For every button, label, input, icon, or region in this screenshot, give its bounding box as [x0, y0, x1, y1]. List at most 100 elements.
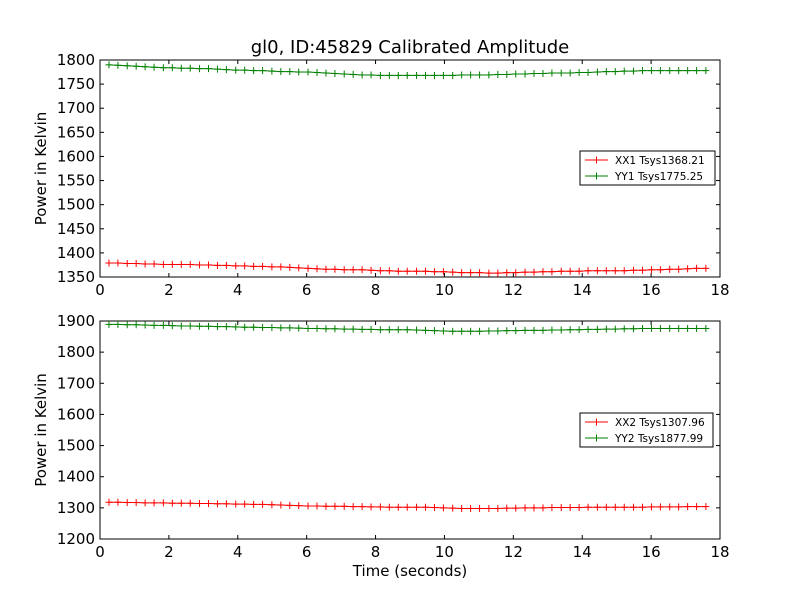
bottom-plot: 0 2 4 6 8 10 12 14 16 18 1200 1300 1400 1500 1600 1700 1…	[32, 312, 730, 580]
data-point	[268, 324, 276, 332]
data-point	[693, 503, 701, 511]
data-point	[467, 269, 475, 277]
x-tick-label: 18	[710, 543, 729, 561]
data-point	[132, 321, 140, 329]
data-point	[132, 62, 140, 70]
legend-item: XX1 Tsys1368.21	[585, 155, 705, 167]
data-point	[205, 65, 212, 73]
data-point	[647, 503, 655, 511]
y-tick-label: 1750	[57, 75, 95, 93]
data-point	[313, 502, 321, 510]
chart-title: gl0, ID:45829 Calibrated Amplitude	[251, 37, 570, 58]
data-point	[666, 265, 674, 273]
y-tick-label: 1400	[57, 468, 95, 486]
x-tick-label: 8	[371, 281, 381, 299]
data-point	[340, 502, 348, 510]
data-point	[611, 267, 619, 275]
data-point	[232, 500, 240, 508]
data-point	[105, 320, 113, 328]
data-point	[666, 67, 674, 75]
data-point	[521, 70, 529, 78]
data-point	[358, 325, 366, 333]
y-tick-label: 1800	[57, 51, 95, 69]
data-point	[168, 322, 176, 330]
data-point	[322, 502, 330, 510]
data-point	[385, 326, 393, 334]
data-point	[213, 65, 221, 73]
data-point	[159, 260, 167, 268]
data-point	[394, 503, 402, 511]
data-point	[349, 70, 357, 78]
data-point	[259, 67, 267, 75]
data-point	[168, 64, 176, 72]
data-point	[639, 503, 646, 511]
data-point	[485, 269, 493, 277]
data-point	[268, 501, 276, 509]
data-point	[105, 498, 113, 506]
x-tick-label: 10	[435, 543, 454, 561]
data-point	[367, 71, 375, 79]
data-point	[295, 324, 303, 332]
data-point	[349, 266, 357, 274]
data-point	[539, 70, 547, 78]
data-point	[575, 504, 583, 512]
data-point	[684, 67, 692, 75]
x-tick-label: 18	[710, 281, 729, 299]
data-point	[385, 71, 393, 79]
data-point	[620, 503, 628, 511]
data-point	[584, 503, 592, 511]
y-tick-label: 1550	[57, 172, 95, 190]
data-point	[557, 504, 565, 512]
data-point	[394, 267, 402, 275]
data-point	[430, 71, 438, 79]
data-point	[132, 259, 140, 267]
data-point	[449, 268, 457, 276]
data-point	[123, 321, 131, 329]
x-tick-label: 8	[371, 543, 381, 561]
legend-label: XX1 Tsys1368.21	[615, 155, 705, 167]
data-point	[557, 267, 565, 275]
data-point	[693, 67, 701, 75]
data-point	[620, 67, 628, 75]
data-point	[430, 504, 438, 512]
data-point	[539, 268, 547, 276]
data-point	[322, 325, 330, 333]
legend-item: YY1 Tsys1775.25	[585, 171, 703, 183]
data-point	[656, 266, 664, 274]
x-tick-label: 2	[164, 543, 174, 561]
data-point	[222, 323, 230, 331]
data-point	[512, 504, 520, 512]
data-point	[521, 268, 529, 276]
data-point	[666, 503, 674, 511]
data-point	[376, 326, 384, 334]
data-point	[232, 262, 240, 270]
data-point	[439, 504, 447, 512]
data-point	[232, 66, 240, 74]
data-point	[196, 322, 204, 330]
data-point	[675, 324, 683, 332]
data-point	[177, 64, 185, 72]
data-point	[539, 504, 547, 512]
data-point	[150, 321, 158, 329]
data-point	[584, 325, 592, 333]
data-point	[503, 70, 511, 78]
legend-box	[579, 412, 714, 448]
data-point	[530, 504, 538, 512]
data-point	[367, 325, 375, 333]
data-point	[449, 71, 457, 79]
data-point	[114, 259, 122, 267]
data-point	[476, 269, 484, 277]
data-point	[222, 500, 230, 508]
data-point	[349, 503, 357, 511]
data-point	[422, 326, 429, 334]
x-tick-label: 0	[95, 543, 105, 561]
data-point	[530, 70, 538, 78]
data-point	[503, 504, 511, 512]
y-tick-label: 1600	[57, 147, 95, 165]
legend-box	[579, 150, 716, 186]
data-point	[367, 503, 375, 511]
data-point	[177, 499, 185, 507]
data-point	[548, 504, 556, 512]
data-point	[186, 322, 194, 330]
data-point	[413, 71, 421, 79]
